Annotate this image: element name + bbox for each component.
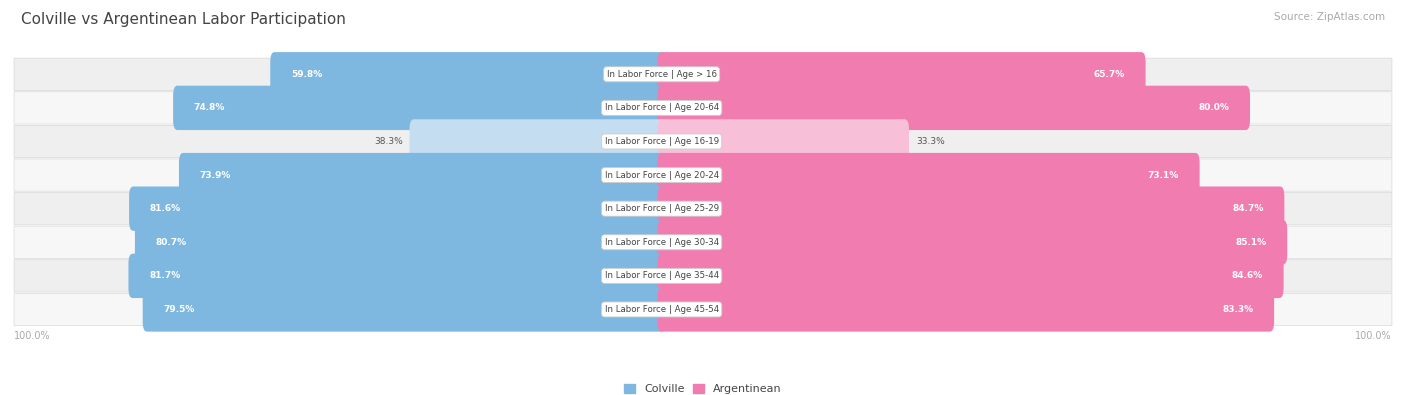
Text: 79.5%: 79.5%	[163, 305, 194, 314]
Text: Source: ZipAtlas.com: Source: ZipAtlas.com	[1274, 12, 1385, 22]
Text: In Labor Force | Age 45-54: In Labor Force | Age 45-54	[605, 305, 718, 314]
FancyBboxPatch shape	[658, 220, 1288, 264]
FancyBboxPatch shape	[173, 86, 666, 130]
Text: 73.9%: 73.9%	[200, 171, 231, 180]
Text: In Labor Force | Age 25-29: In Labor Force | Age 25-29	[605, 204, 718, 213]
Text: 38.3%: 38.3%	[374, 137, 402, 146]
Legend: Colville, Argentinean: Colville, Argentinean	[620, 379, 786, 395]
Text: 59.8%: 59.8%	[291, 70, 322, 79]
Text: 65.7%: 65.7%	[1094, 70, 1125, 79]
FancyBboxPatch shape	[14, 260, 1392, 292]
FancyBboxPatch shape	[658, 153, 1199, 197]
FancyBboxPatch shape	[409, 119, 666, 164]
FancyBboxPatch shape	[270, 52, 666, 96]
Text: Colville vs Argentinean Labor Participation: Colville vs Argentinean Labor Participat…	[21, 12, 346, 27]
FancyBboxPatch shape	[129, 186, 666, 231]
FancyBboxPatch shape	[179, 153, 666, 197]
Text: 100.0%: 100.0%	[1355, 331, 1392, 340]
Text: 84.6%: 84.6%	[1232, 271, 1263, 280]
FancyBboxPatch shape	[658, 119, 910, 164]
Text: 80.0%: 80.0%	[1198, 103, 1229, 112]
Text: In Labor Force | Age 30-34: In Labor Force | Age 30-34	[605, 238, 718, 247]
FancyBboxPatch shape	[14, 125, 1392, 158]
Text: 33.3%: 33.3%	[915, 137, 945, 146]
Text: 100.0%: 100.0%	[14, 331, 51, 340]
FancyBboxPatch shape	[14, 58, 1392, 90]
FancyBboxPatch shape	[14, 293, 1392, 325]
Text: 81.7%: 81.7%	[149, 271, 180, 280]
Text: 83.3%: 83.3%	[1222, 305, 1254, 314]
Text: 74.8%: 74.8%	[194, 103, 225, 112]
FancyBboxPatch shape	[658, 186, 1284, 231]
FancyBboxPatch shape	[658, 52, 1146, 96]
FancyBboxPatch shape	[14, 226, 1392, 258]
FancyBboxPatch shape	[14, 192, 1392, 225]
FancyBboxPatch shape	[658, 287, 1274, 332]
FancyBboxPatch shape	[14, 159, 1392, 191]
FancyBboxPatch shape	[658, 86, 1250, 130]
Text: 81.6%: 81.6%	[150, 204, 181, 213]
FancyBboxPatch shape	[128, 254, 666, 298]
FancyBboxPatch shape	[14, 92, 1392, 124]
Text: In Labor Force | Age 16-19: In Labor Force | Age 16-19	[605, 137, 718, 146]
FancyBboxPatch shape	[135, 220, 666, 264]
Text: In Labor Force | Age 20-24: In Labor Force | Age 20-24	[605, 171, 718, 180]
FancyBboxPatch shape	[142, 287, 666, 332]
Text: In Labor Force | Age 20-64: In Labor Force | Age 20-64	[605, 103, 718, 112]
Text: In Labor Force | Age 35-44: In Labor Force | Age 35-44	[605, 271, 718, 280]
Text: 85.1%: 85.1%	[1236, 238, 1267, 247]
Text: 73.1%: 73.1%	[1147, 171, 1180, 180]
Text: 80.7%: 80.7%	[156, 238, 187, 247]
Text: In Labor Force | Age > 16: In Labor Force | Age > 16	[606, 70, 717, 79]
FancyBboxPatch shape	[658, 254, 1284, 298]
Text: 84.7%: 84.7%	[1232, 204, 1264, 213]
